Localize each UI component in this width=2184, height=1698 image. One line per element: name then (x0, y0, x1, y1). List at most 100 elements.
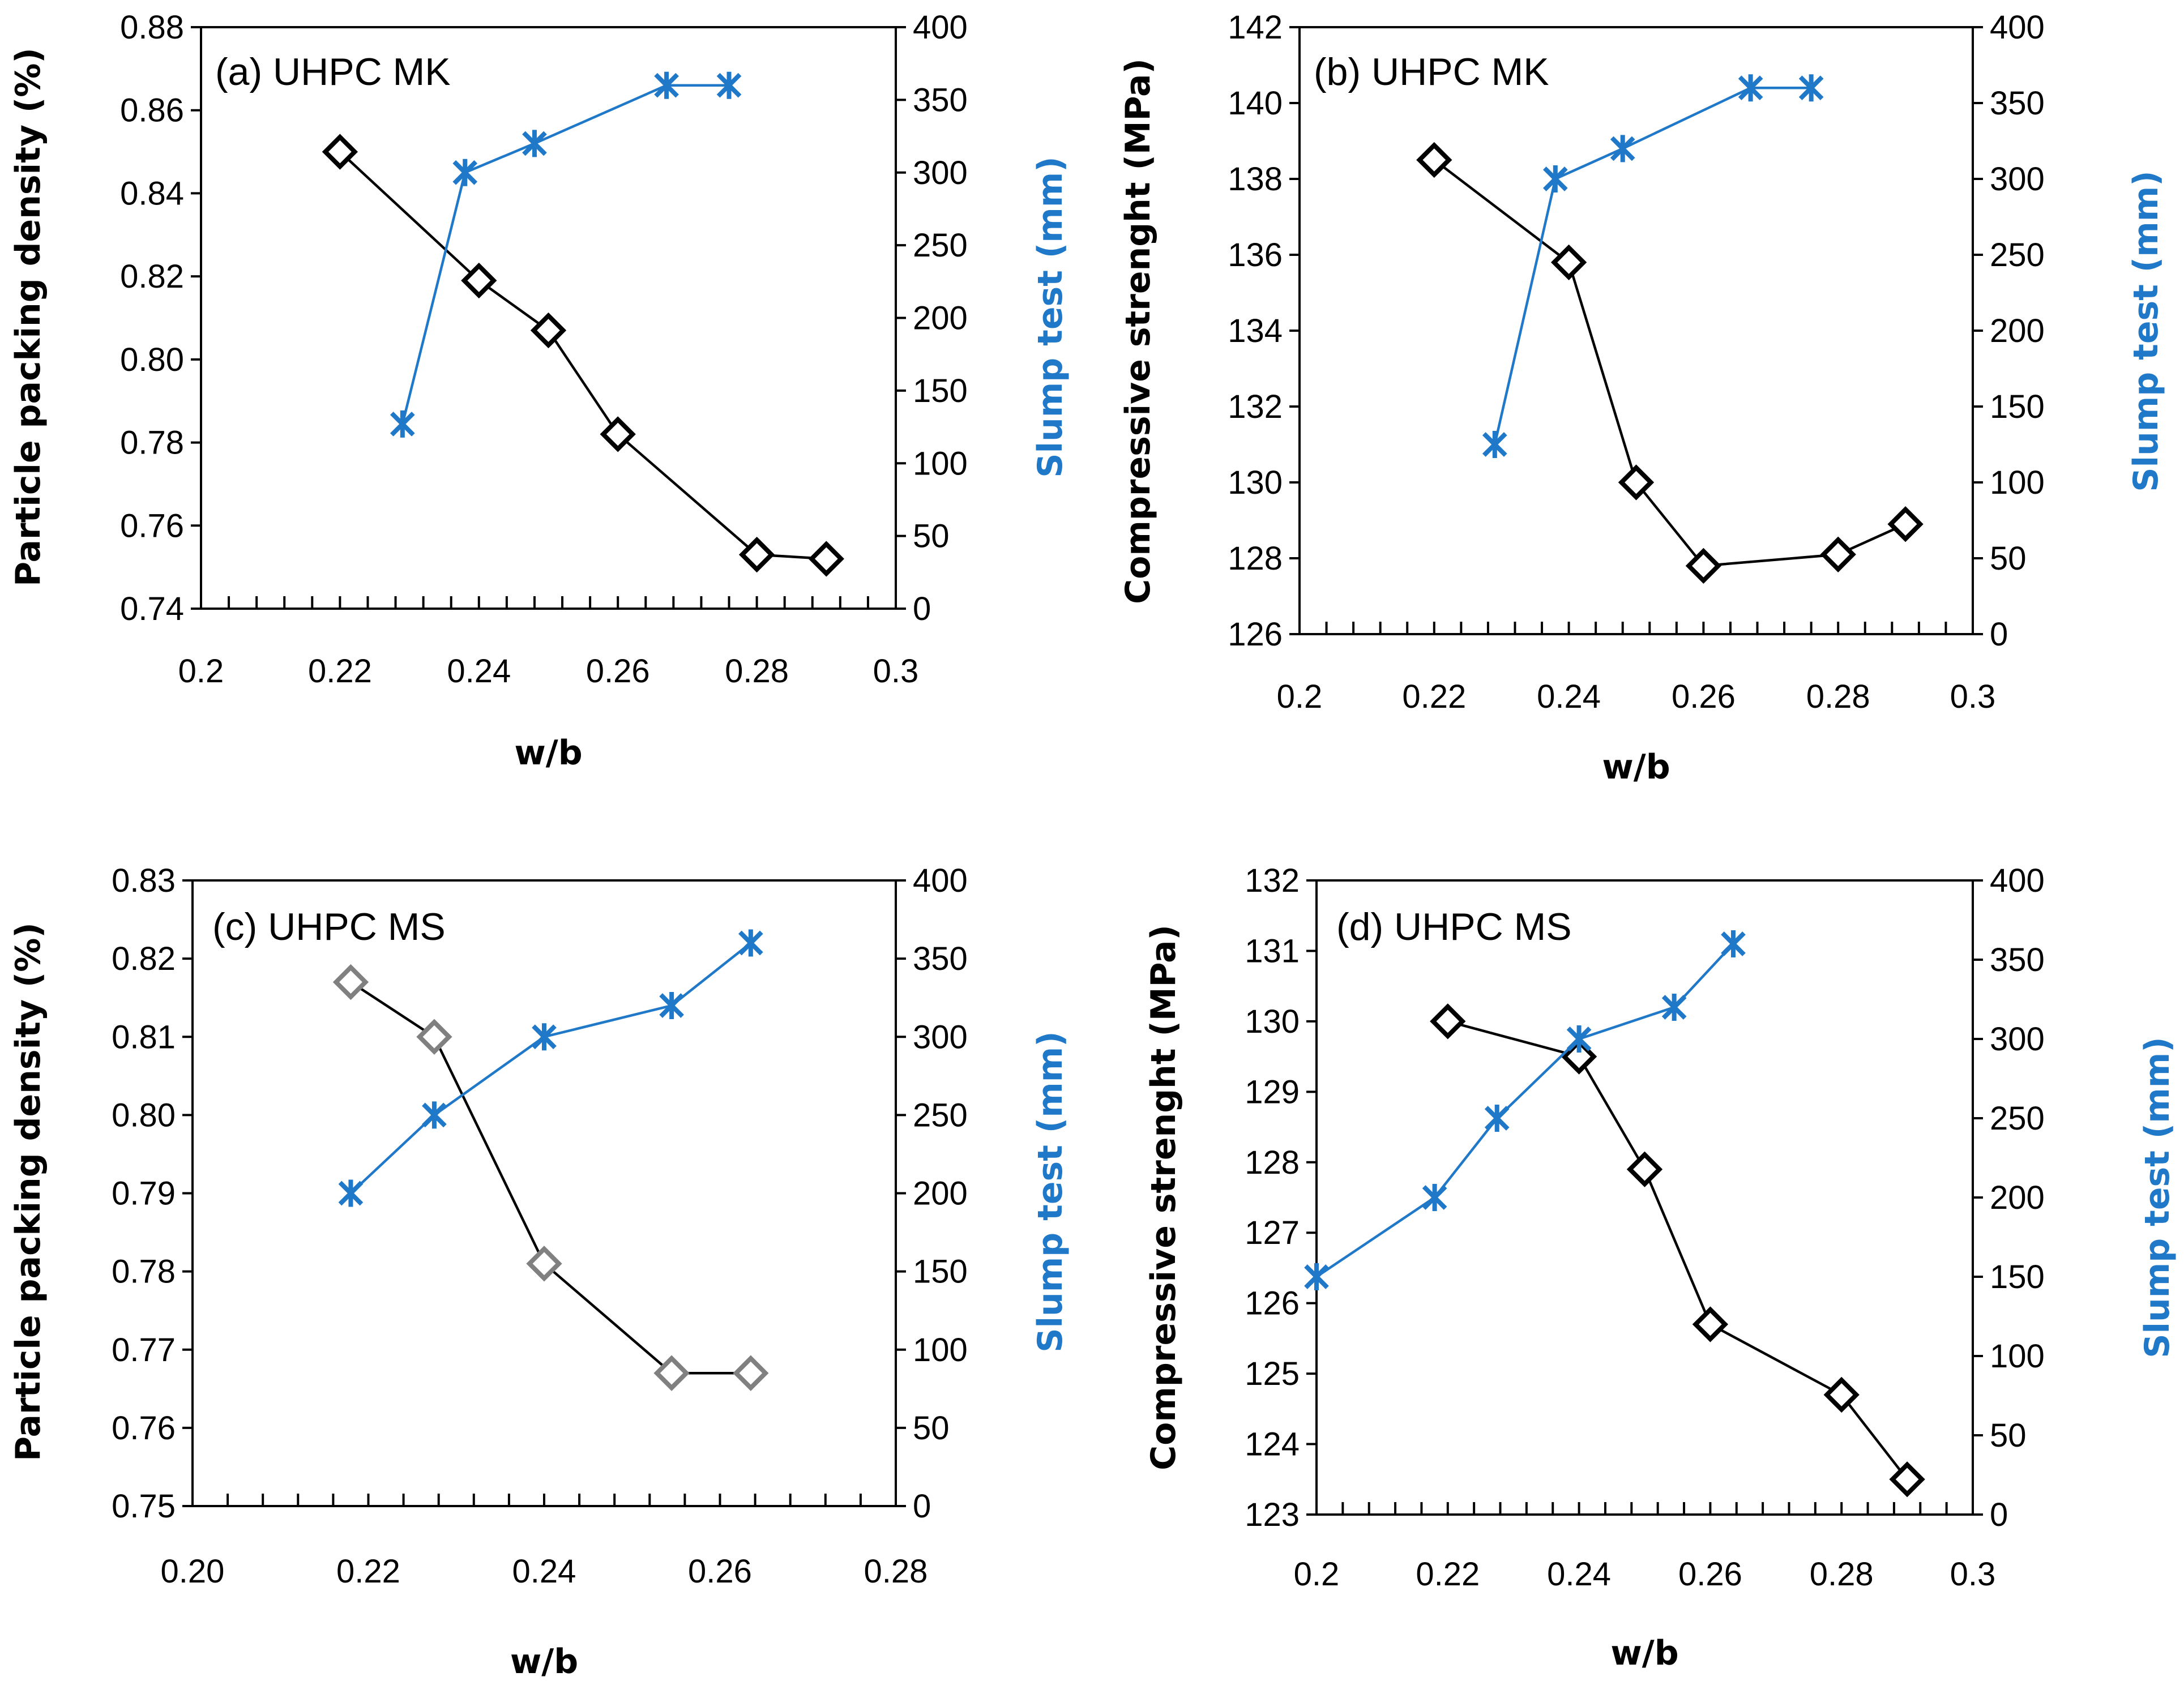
y-tick-label: 136 (1228, 237, 1283, 273)
y-tick-label: 0.83 (112, 862, 176, 899)
data-point-asterisk (1304, 1263, 1329, 1290)
y-tick-label: 0.79 (112, 1175, 176, 1212)
y2-tick-label: 300 (913, 1019, 968, 1055)
series-line-primary (1447, 1020, 1908, 1481)
y2-tick-label: 350 (1990, 942, 2045, 978)
panel-title: (a) UHPC MK (215, 50, 451, 93)
x-tick-label: 0.22 (336, 1553, 400, 1590)
chart-panel-3: 0.2 0.22 0.24 0.26 0.28 0.3 123 124 125 126 127 128… (1144, 862, 2177, 1673)
x-tick-label: 0.24 (447, 653, 511, 690)
series-line-slump (1315, 943, 1734, 1278)
y2-tick-label: 200 (913, 300, 968, 337)
y-tick-label: 0.80 (120, 341, 184, 378)
data-point-diamond (600, 416, 636, 452)
y-tick-label: 126 (1245, 1285, 1300, 1322)
x-tick-label: 0.22 (1416, 1556, 1480, 1593)
y2-tick-label: 350 (913, 940, 968, 977)
y-tick-label: 0.82 (120, 258, 184, 295)
y2-tick-label: 150 (1990, 1259, 2045, 1295)
data-point-diamond (808, 541, 844, 577)
x-tick-label: 0.28 (1806, 678, 1870, 715)
x-tick-label: 0.2 (1277, 678, 1323, 715)
data-point-diamond (461, 262, 497, 299)
y-tick-label: 0.78 (112, 1254, 176, 1290)
x-tick-label: 0.3 (1950, 1556, 1996, 1593)
plot-frame (1315, 879, 1974, 1516)
x-tick-label: 0.28 (725, 653, 789, 690)
y2-tick-label: 100 (1990, 464, 2045, 501)
x-tick-label: 0.22 (1402, 678, 1466, 715)
y-tick-label: 0.76 (120, 507, 184, 544)
y2-tick-label: 50 (913, 518, 950, 555)
x-tick-label: 0.28 (1810, 1556, 1874, 1593)
data-point-asterisk (1721, 930, 1746, 957)
data-point-diamond (530, 312, 567, 349)
x-tick-label: 0.28 (864, 1553, 928, 1590)
data-point-diamond (1626, 1151, 1663, 1187)
y-tick-label: 0.82 (112, 940, 176, 977)
data-point-diamond (332, 964, 369, 1000)
y2-tick-label: 0 (913, 1488, 931, 1525)
y-tick-label: 142 (1228, 9, 1283, 46)
y2-tick-label: 400 (1990, 9, 2045, 46)
x-tick-label: 0.26 (586, 653, 650, 690)
x-tick-label: 0.2 (178, 653, 224, 690)
data-point-asterisk (1484, 1105, 1510, 1132)
y2-tick-label: 250 (913, 227, 968, 264)
y2-tick-label: 100 (1990, 1338, 2045, 1375)
data-point-diamond (738, 536, 775, 573)
data-point-diamond (526, 1246, 562, 1282)
y-axis-title: Particle packing density (%) (8, 48, 48, 587)
data-point-asterisk (716, 71, 742, 99)
y-tick-label: 0.88 (120, 9, 184, 46)
data-point-diamond (1887, 506, 1924, 542)
y-tick-label: 0.86 (120, 92, 184, 129)
data-point-asterisk (654, 71, 679, 99)
y2-tick-label: 250 (913, 1097, 968, 1134)
y2-axis-title: Slump test (mm) (1031, 1031, 1070, 1352)
x-tick-label: 0.26 (688, 1553, 752, 1590)
y2-tick-label: 150 (1990, 388, 2045, 425)
data-point-asterisk (659, 992, 684, 1019)
y-tick-label: 0.76 (112, 1410, 176, 1447)
data-point-asterisk (1422, 1184, 1447, 1211)
data-point-asterisk (1798, 74, 1824, 102)
plot-frame (191, 879, 897, 1507)
y-tick-label: 0.80 (112, 1097, 176, 1134)
data-point-diamond (1618, 464, 1655, 501)
data-point-asterisk (1482, 431, 1507, 458)
chart-panel-2: 0.20 0.22 0.24 0.26 0.28 0.75 0.76 0.77 0.78 0.79… (8, 862, 1070, 1682)
chart-panel-0: 0.2 0.22 0.24 0.26 0.28 0.3 0.74 0.76 0.78 0.80 0.… (8, 9, 1070, 773)
panel-title: (c) UHPC MS (212, 905, 446, 948)
y2-tick-label: 300 (913, 155, 968, 191)
data-point-asterisk (1566, 1025, 1592, 1053)
data-point-diamond (1416, 142, 1452, 178)
y2-tick-label: 400 (913, 9, 968, 46)
y2-tick-label: 0 (1990, 1496, 2008, 1533)
x-axis-title: w/b (514, 733, 582, 773)
y2-tick-label: 0 (1990, 616, 2008, 653)
y2-tick-label: 150 (913, 1254, 968, 1290)
data-point-diamond (322, 134, 358, 170)
y2-tick-label: 350 (913, 82, 968, 118)
x-tick-label: 0.22 (308, 653, 372, 690)
panel-title: (d) UHPC MS (1336, 905, 1572, 948)
data-point-asterisk (338, 1179, 364, 1207)
y-tick-label: 125 (1245, 1355, 1300, 1392)
y2-axis-title: Slump test (mm) (2138, 1037, 2177, 1358)
y2-axis-title: Slump test (mm) (2126, 170, 2166, 491)
y-tick-label: 0.84 (120, 175, 184, 212)
data-point-asterisk (532, 1023, 557, 1051)
y-tick-label: 130 (1228, 464, 1283, 501)
y-tick-label: 128 (1245, 1144, 1300, 1181)
y2-tick-label: 150 (913, 373, 968, 409)
data-point-diamond (416, 1019, 452, 1055)
y-tick-label: 0.78 (120, 425, 184, 461)
x-tick-label: 0.3 (873, 653, 919, 690)
data-point-diamond (1692, 1306, 1729, 1342)
y-tick-label: 129 (1245, 1073, 1300, 1110)
y2-tick-label: 250 (1990, 1100, 2045, 1137)
data-point-diamond (653, 1355, 690, 1391)
y-axis-title: Compressive strenght (MPa) (1144, 925, 1183, 1470)
x-tick-label: 0.24 (1547, 1556, 1611, 1593)
